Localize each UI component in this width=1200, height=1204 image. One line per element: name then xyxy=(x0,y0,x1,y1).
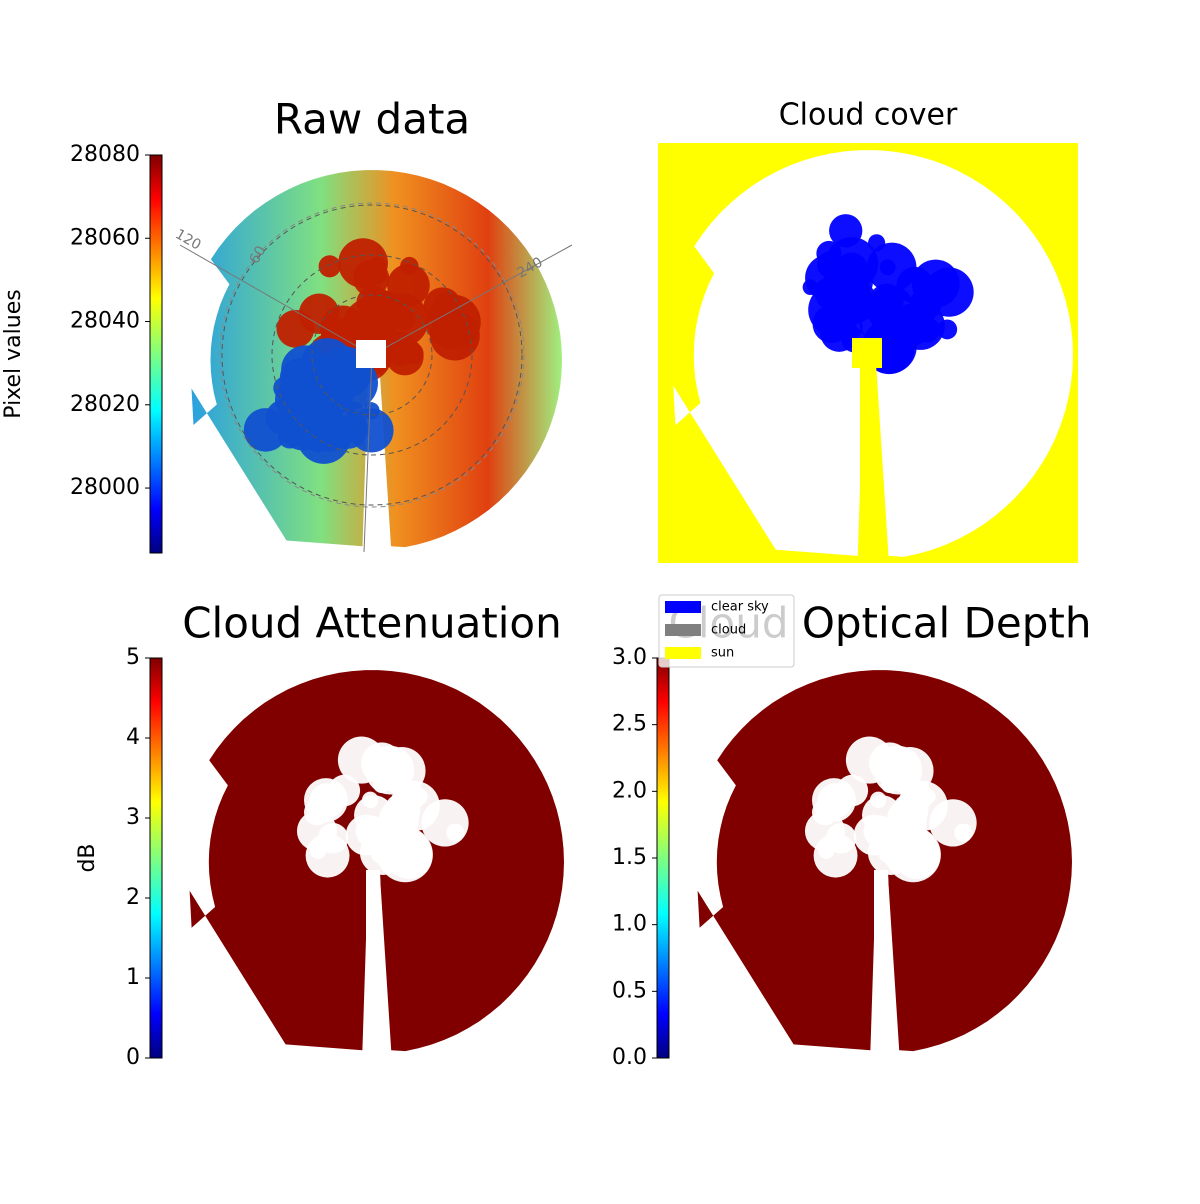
panel-title: Cloud Attenuation xyxy=(182,599,562,648)
image-blob xyxy=(434,291,458,315)
masked-wedge xyxy=(874,870,894,1052)
image-blob xyxy=(399,837,428,866)
polar-ring xyxy=(311,294,433,416)
image-blob xyxy=(879,259,896,276)
colorbar-tick-label: 1 xyxy=(126,965,140,990)
polar-ring xyxy=(219,202,525,508)
image-blob xyxy=(814,278,838,302)
colorbar-label: dB xyxy=(75,843,100,872)
colorbar-tick-label: 28020 xyxy=(70,392,140,417)
sun-wedge xyxy=(860,360,882,552)
legend-label: sun xyxy=(711,646,734,661)
sun-mask xyxy=(356,340,386,368)
image-blob xyxy=(345,401,364,420)
image-blob xyxy=(887,798,927,839)
image-blob xyxy=(829,214,863,248)
image-blob xyxy=(345,814,387,856)
colorbar xyxy=(149,154,163,554)
image-blob xyxy=(379,798,419,839)
legend-label: cloud xyxy=(711,623,746,638)
colorbar-tick-label: 28060 xyxy=(70,225,140,250)
image-blob xyxy=(873,745,923,795)
image-blob xyxy=(265,399,301,435)
image-blob xyxy=(276,309,315,348)
colorbar-tick-label: 0.0 xyxy=(612,1045,647,1070)
polar-axis xyxy=(371,244,573,356)
colorbar-tick-label: 4 xyxy=(126,725,140,750)
colorbar-tick-label: 0.5 xyxy=(612,978,647,1003)
colorbar-tick-label: 28040 xyxy=(70,309,140,334)
image-blob xyxy=(385,337,424,376)
polar-axis xyxy=(179,244,373,356)
polar-label: 60 xyxy=(247,243,270,266)
polar-ring xyxy=(221,204,523,506)
image-blob xyxy=(837,314,863,341)
colorbar xyxy=(656,657,670,1059)
image-blob xyxy=(869,283,904,319)
colorbar-tick-label: 2 xyxy=(126,885,140,910)
masked-wedge xyxy=(366,870,386,1052)
polar-axis xyxy=(363,354,373,553)
legend-swatch xyxy=(665,601,701,613)
image-blob xyxy=(924,267,974,317)
legend-swatch xyxy=(665,624,701,636)
image-blob xyxy=(825,823,857,854)
image-blob xyxy=(287,375,323,412)
image-blob xyxy=(853,814,895,856)
colorbar-tick-label: 1.5 xyxy=(612,845,647,870)
image-blob xyxy=(896,266,934,304)
colorbar-tick-label: 5 xyxy=(126,645,140,670)
legend-label: clear sky xyxy=(711,600,769,615)
image-blob xyxy=(400,256,419,276)
colorbar-tick-label: 3.0 xyxy=(612,645,647,670)
panel-title: Cloud cover xyxy=(779,98,958,133)
colorbar-tick-label: 2.0 xyxy=(612,778,647,803)
image-blob xyxy=(304,799,330,826)
panel-title: Raw data xyxy=(274,95,470,144)
image-blob xyxy=(317,823,349,854)
image-blob xyxy=(387,263,430,307)
image-blob xyxy=(812,799,838,826)
colorbar-tick-label: 28000 xyxy=(70,475,140,500)
image-blob xyxy=(365,745,415,795)
image-blob xyxy=(835,252,868,286)
polar-ring xyxy=(271,254,473,456)
colorbar-tick-label: 28080 xyxy=(70,142,140,167)
image-blob xyxy=(324,356,378,410)
image-blob xyxy=(384,331,398,345)
colorbar-tick-label: 3 xyxy=(126,805,140,830)
colorbar-tick-label: 1.0 xyxy=(612,912,647,937)
image-blob xyxy=(318,255,341,278)
colorbar-tick-label: 0 xyxy=(126,1045,140,1070)
colorbar-label: Pixel values xyxy=(1,289,26,418)
image-blob xyxy=(352,260,390,297)
colorbar xyxy=(149,657,163,1059)
image-blob xyxy=(429,310,480,361)
colorbar-tick-label: 2.5 xyxy=(612,712,647,737)
legend-swatch xyxy=(665,647,701,659)
image-blob xyxy=(907,837,936,866)
